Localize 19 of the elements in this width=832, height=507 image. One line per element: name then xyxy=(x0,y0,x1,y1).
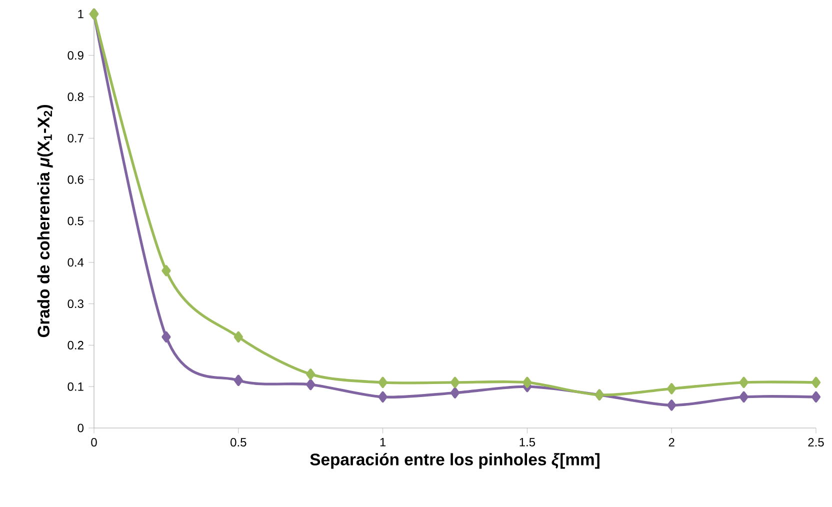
y-tick-label: 0.7 xyxy=(68,134,84,142)
y-tick-label: 0.2 xyxy=(68,340,84,350)
y-tick-label: 0.3 xyxy=(68,300,84,308)
x-tick-label: 1.5 xyxy=(520,438,536,446)
y-tick-label: 0.8 xyxy=(68,92,84,102)
x-tick-label: 1 xyxy=(380,438,386,446)
y-tick-label: 0 xyxy=(78,424,84,432)
y-tick-label: 0.4 xyxy=(68,258,84,267)
y-tick-label: 0.9 xyxy=(68,51,84,60)
x-tick-label: 0.5 xyxy=(230,438,246,447)
y-tick-label: 0.6 xyxy=(68,175,84,184)
y-axis-title: Grado de coherencia μ(X$_{1}$-X$_{2}$) xyxy=(37,104,53,338)
x-axis-title: Separación entre los pinholes ξ[mm] xyxy=(310,453,600,469)
y-tick-label: 0.1 xyxy=(68,382,84,391)
x-tick-label: 2.5 xyxy=(808,438,824,447)
y-tick-label: 1 xyxy=(78,10,84,18)
y-tick-label: 0.5 xyxy=(68,216,84,226)
x-tick-label: 2 xyxy=(668,438,674,446)
x-tick-label: 0 xyxy=(91,438,97,447)
